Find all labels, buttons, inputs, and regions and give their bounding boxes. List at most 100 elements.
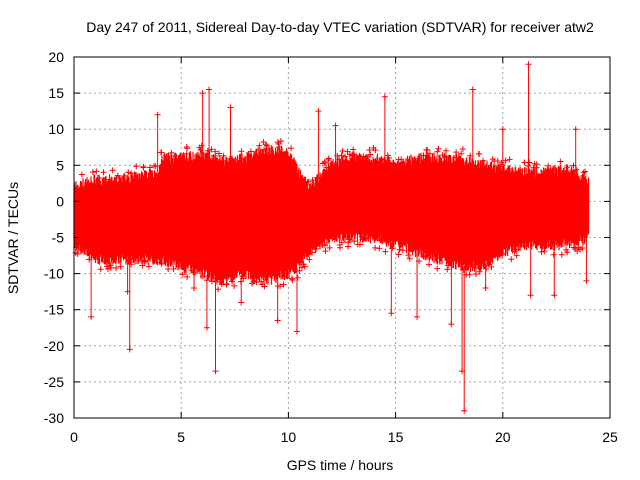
data-point <box>296 267 303 274</box>
data-point <box>337 244 344 251</box>
y-tick-label: 5 <box>56 157 64 173</box>
data-point <box>489 156 496 163</box>
data-point <box>508 256 515 263</box>
data-point <box>256 142 263 149</box>
outlier-point <box>227 104 234 111</box>
data-point <box>328 160 335 167</box>
data-point <box>168 149 175 156</box>
data-point <box>396 246 403 253</box>
data-point <box>280 281 287 288</box>
outlier-point <box>88 313 95 320</box>
outlier-point <box>525 61 532 68</box>
data-point <box>338 239 345 246</box>
outlier-point <box>191 285 198 292</box>
data-point <box>506 156 513 163</box>
data-point <box>570 244 577 251</box>
data-point <box>214 278 221 285</box>
data-point <box>145 263 152 270</box>
y-tick-label: 0 <box>56 193 64 209</box>
data-point <box>306 256 313 263</box>
data-point <box>533 164 540 171</box>
data-point <box>253 279 260 286</box>
data-point <box>334 152 341 159</box>
data-point <box>104 265 111 272</box>
data-point <box>184 273 191 280</box>
data-point <box>298 264 305 271</box>
ticks: 0 5 10 15 20 25 -30 -25 -20 -15 -10 -5 0 5 10 15 20 <box>44 49 618 445</box>
data-point <box>458 150 465 157</box>
outlier-point <box>203 324 210 331</box>
outlier-point <box>293 328 300 335</box>
data-point <box>229 278 236 285</box>
data-point <box>179 271 186 278</box>
data-point <box>114 172 121 179</box>
data-point <box>370 144 377 151</box>
y-tick-label: 15 <box>48 85 64 101</box>
data-point <box>157 149 164 156</box>
x-tick-label: 5 <box>177 429 185 445</box>
data-point <box>274 139 281 146</box>
x-tick-label: 20 <box>495 429 511 445</box>
data-point <box>425 261 432 268</box>
data-point <box>171 153 178 160</box>
data-point <box>351 238 358 245</box>
data-point <box>359 236 366 243</box>
data-point <box>258 278 265 285</box>
chart-title: Day 247 of 2011, Sidereal Day-to-day VTE… <box>86 19 594 35</box>
data-point <box>216 150 223 157</box>
data-point <box>439 152 446 159</box>
x-tick-label: 10 <box>281 429 297 445</box>
data-point <box>294 274 301 281</box>
data-point <box>152 163 159 170</box>
data-point <box>570 162 577 169</box>
x-tick-label: 25 <box>602 429 618 445</box>
outlier-point <box>469 86 476 93</box>
data-point <box>170 266 177 273</box>
data-point <box>176 263 183 270</box>
data-point <box>96 175 103 182</box>
data-point <box>350 151 357 158</box>
data-point <box>183 144 190 151</box>
data-point <box>131 172 138 179</box>
data-point <box>237 278 244 285</box>
data-point <box>117 263 124 270</box>
data-point <box>480 157 487 164</box>
data-point <box>526 159 533 166</box>
data-point <box>367 151 374 158</box>
data-point <box>494 157 501 164</box>
data-point <box>382 248 389 255</box>
data-point <box>551 165 558 172</box>
data-point <box>313 245 320 252</box>
data-point <box>255 146 262 153</box>
y-tick-label: -20 <box>44 338 64 354</box>
data-point <box>564 164 571 171</box>
data-point <box>309 249 316 256</box>
data-point <box>322 248 329 255</box>
outlier-point <box>572 126 579 133</box>
data-point <box>582 168 589 175</box>
data-point <box>472 264 479 271</box>
data-point <box>197 146 204 153</box>
outlier-point <box>388 310 395 317</box>
data-point <box>472 270 479 277</box>
data-point <box>106 260 113 267</box>
data-point <box>346 236 353 243</box>
data-point <box>476 268 483 275</box>
data-point <box>325 155 332 162</box>
outlier-point <box>448 321 455 328</box>
outlier-point <box>461 407 468 414</box>
data-point <box>499 250 506 257</box>
data-point <box>209 278 216 285</box>
x-axis-title: GPS time / hours <box>287 457 394 473</box>
data-point <box>238 155 245 162</box>
data-point <box>208 146 215 153</box>
outlier-point <box>315 108 322 115</box>
data-point <box>342 153 349 160</box>
data-point <box>378 156 385 163</box>
data-point <box>300 261 307 268</box>
data-point <box>338 152 345 159</box>
data-point <box>568 167 575 174</box>
data-point <box>319 160 326 167</box>
data-point <box>395 156 402 163</box>
data-point <box>541 248 548 255</box>
